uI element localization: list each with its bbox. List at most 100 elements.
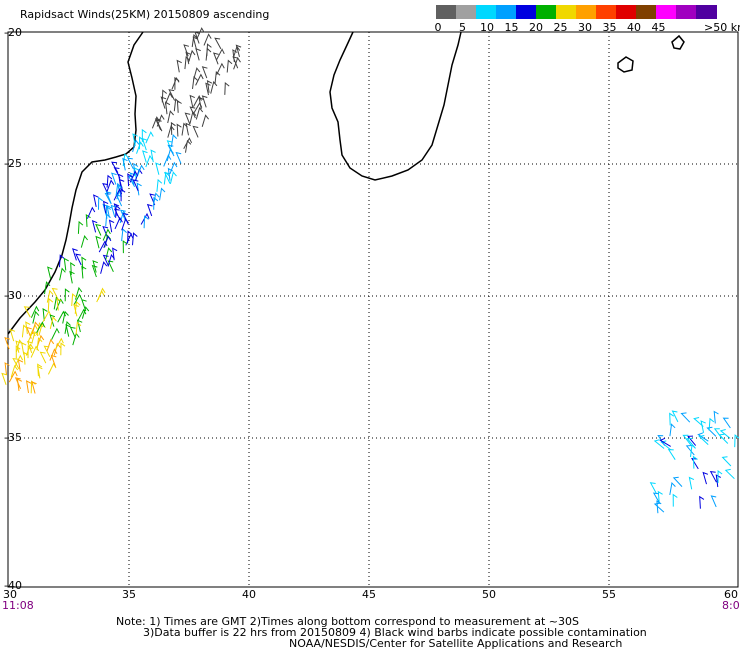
wind-barb xyxy=(688,476,695,490)
wind-barb xyxy=(170,134,178,148)
lat-label-20: -20 xyxy=(4,26,22,39)
legend-swatch xyxy=(576,5,597,19)
wind-barb xyxy=(73,293,83,306)
wind-barb xyxy=(36,321,45,334)
wind-barb xyxy=(105,191,112,204)
wind-barb xyxy=(92,260,98,273)
wind-barb xyxy=(232,45,241,59)
wind-barb xyxy=(132,232,138,246)
wind-barb xyxy=(697,432,709,442)
wind-barb xyxy=(687,435,697,446)
wind-barb xyxy=(686,437,696,449)
wind-barb xyxy=(47,266,53,279)
wind-barb xyxy=(692,455,698,469)
wind-barb xyxy=(122,157,128,171)
wind-barb xyxy=(91,264,98,278)
wind-barb xyxy=(115,182,122,196)
wind-barb xyxy=(96,290,105,303)
wind-barb xyxy=(226,59,233,73)
lon-label-30: 30 xyxy=(3,588,17,601)
wind-barb xyxy=(106,174,113,188)
lat-label-25: -25 xyxy=(4,157,22,170)
wind-barb xyxy=(113,208,121,221)
wind-barb xyxy=(702,471,709,485)
wind-barb xyxy=(175,151,182,164)
wind-barb xyxy=(189,94,195,108)
wind-barb xyxy=(21,324,28,338)
wind-barb xyxy=(181,122,188,136)
wind-barb xyxy=(201,66,208,79)
wind-barb xyxy=(127,230,133,244)
wind-barb xyxy=(194,31,200,44)
wind-barb xyxy=(71,293,77,307)
wind-barb xyxy=(9,328,16,342)
wind-barb xyxy=(107,260,114,273)
wind-barb xyxy=(27,345,33,359)
wind-barb xyxy=(167,144,175,157)
wind-barb xyxy=(214,70,221,84)
wind-barb xyxy=(8,370,18,383)
lon-label-40: 40 xyxy=(242,588,256,601)
wind-barb xyxy=(59,254,65,268)
wind-barb xyxy=(155,162,161,175)
wind-barb xyxy=(184,112,191,125)
wind-barb xyxy=(212,52,219,65)
wind-barb xyxy=(102,200,109,214)
legend-label: 5 xyxy=(459,21,466,34)
legend-label: 30 xyxy=(578,21,592,34)
wind-barb xyxy=(14,354,24,367)
wind-barb xyxy=(106,179,115,192)
wind-barb xyxy=(102,254,110,267)
wind-barb xyxy=(127,173,133,187)
wind-barb xyxy=(112,247,118,261)
wind-barb xyxy=(65,324,71,337)
wind-barb xyxy=(682,434,692,446)
lon-label-55: 55 xyxy=(602,588,616,601)
lon-label-45: 45 xyxy=(362,588,376,601)
wind-barb xyxy=(115,204,121,218)
wind-barb xyxy=(150,149,156,163)
wind-barb xyxy=(206,80,213,93)
wind-barb xyxy=(85,214,91,227)
legend-swatch xyxy=(676,5,697,19)
wind-barb xyxy=(122,240,128,254)
wind-barb xyxy=(669,423,676,437)
wind-barb xyxy=(51,327,60,340)
wind-barb xyxy=(163,172,171,184)
wind-barb xyxy=(23,306,31,318)
legend-swatch xyxy=(616,5,637,19)
wind-barb xyxy=(125,233,134,246)
wind-barb xyxy=(195,73,204,86)
wind-barb xyxy=(713,410,719,424)
legend-label: 35 xyxy=(602,21,617,34)
lat-lon-grid xyxy=(8,32,738,587)
wind-barb xyxy=(46,338,55,352)
wind-barb xyxy=(121,217,129,231)
wind-barb xyxy=(153,196,159,210)
wind-barb xyxy=(16,378,23,391)
wind-barb xyxy=(657,490,663,504)
wind-barb xyxy=(185,139,192,153)
legend-swatch xyxy=(436,5,457,19)
wind-barb xyxy=(235,44,242,58)
wind-barb xyxy=(216,62,225,75)
wind-barb xyxy=(156,178,163,192)
wind-barb xyxy=(132,139,140,153)
wind-barb xyxy=(42,307,48,321)
wind-barb xyxy=(724,468,735,480)
wind-barb xyxy=(30,345,40,358)
wind-barb xyxy=(156,114,165,127)
wind-barb xyxy=(672,476,683,487)
wind-barb xyxy=(134,168,143,182)
wind-barb xyxy=(25,380,32,393)
wind-barb xyxy=(98,196,103,210)
lat-label-30: -30 xyxy=(4,289,22,302)
lon-label-50: 50 xyxy=(482,588,496,601)
wind-barb xyxy=(193,101,203,114)
wind-barb xyxy=(690,443,696,457)
wind-barb xyxy=(93,194,99,208)
wind-barb xyxy=(15,340,21,353)
wind-barb xyxy=(164,92,173,105)
wind-barb xyxy=(51,287,59,300)
lat-label-35: -35 xyxy=(4,431,22,444)
